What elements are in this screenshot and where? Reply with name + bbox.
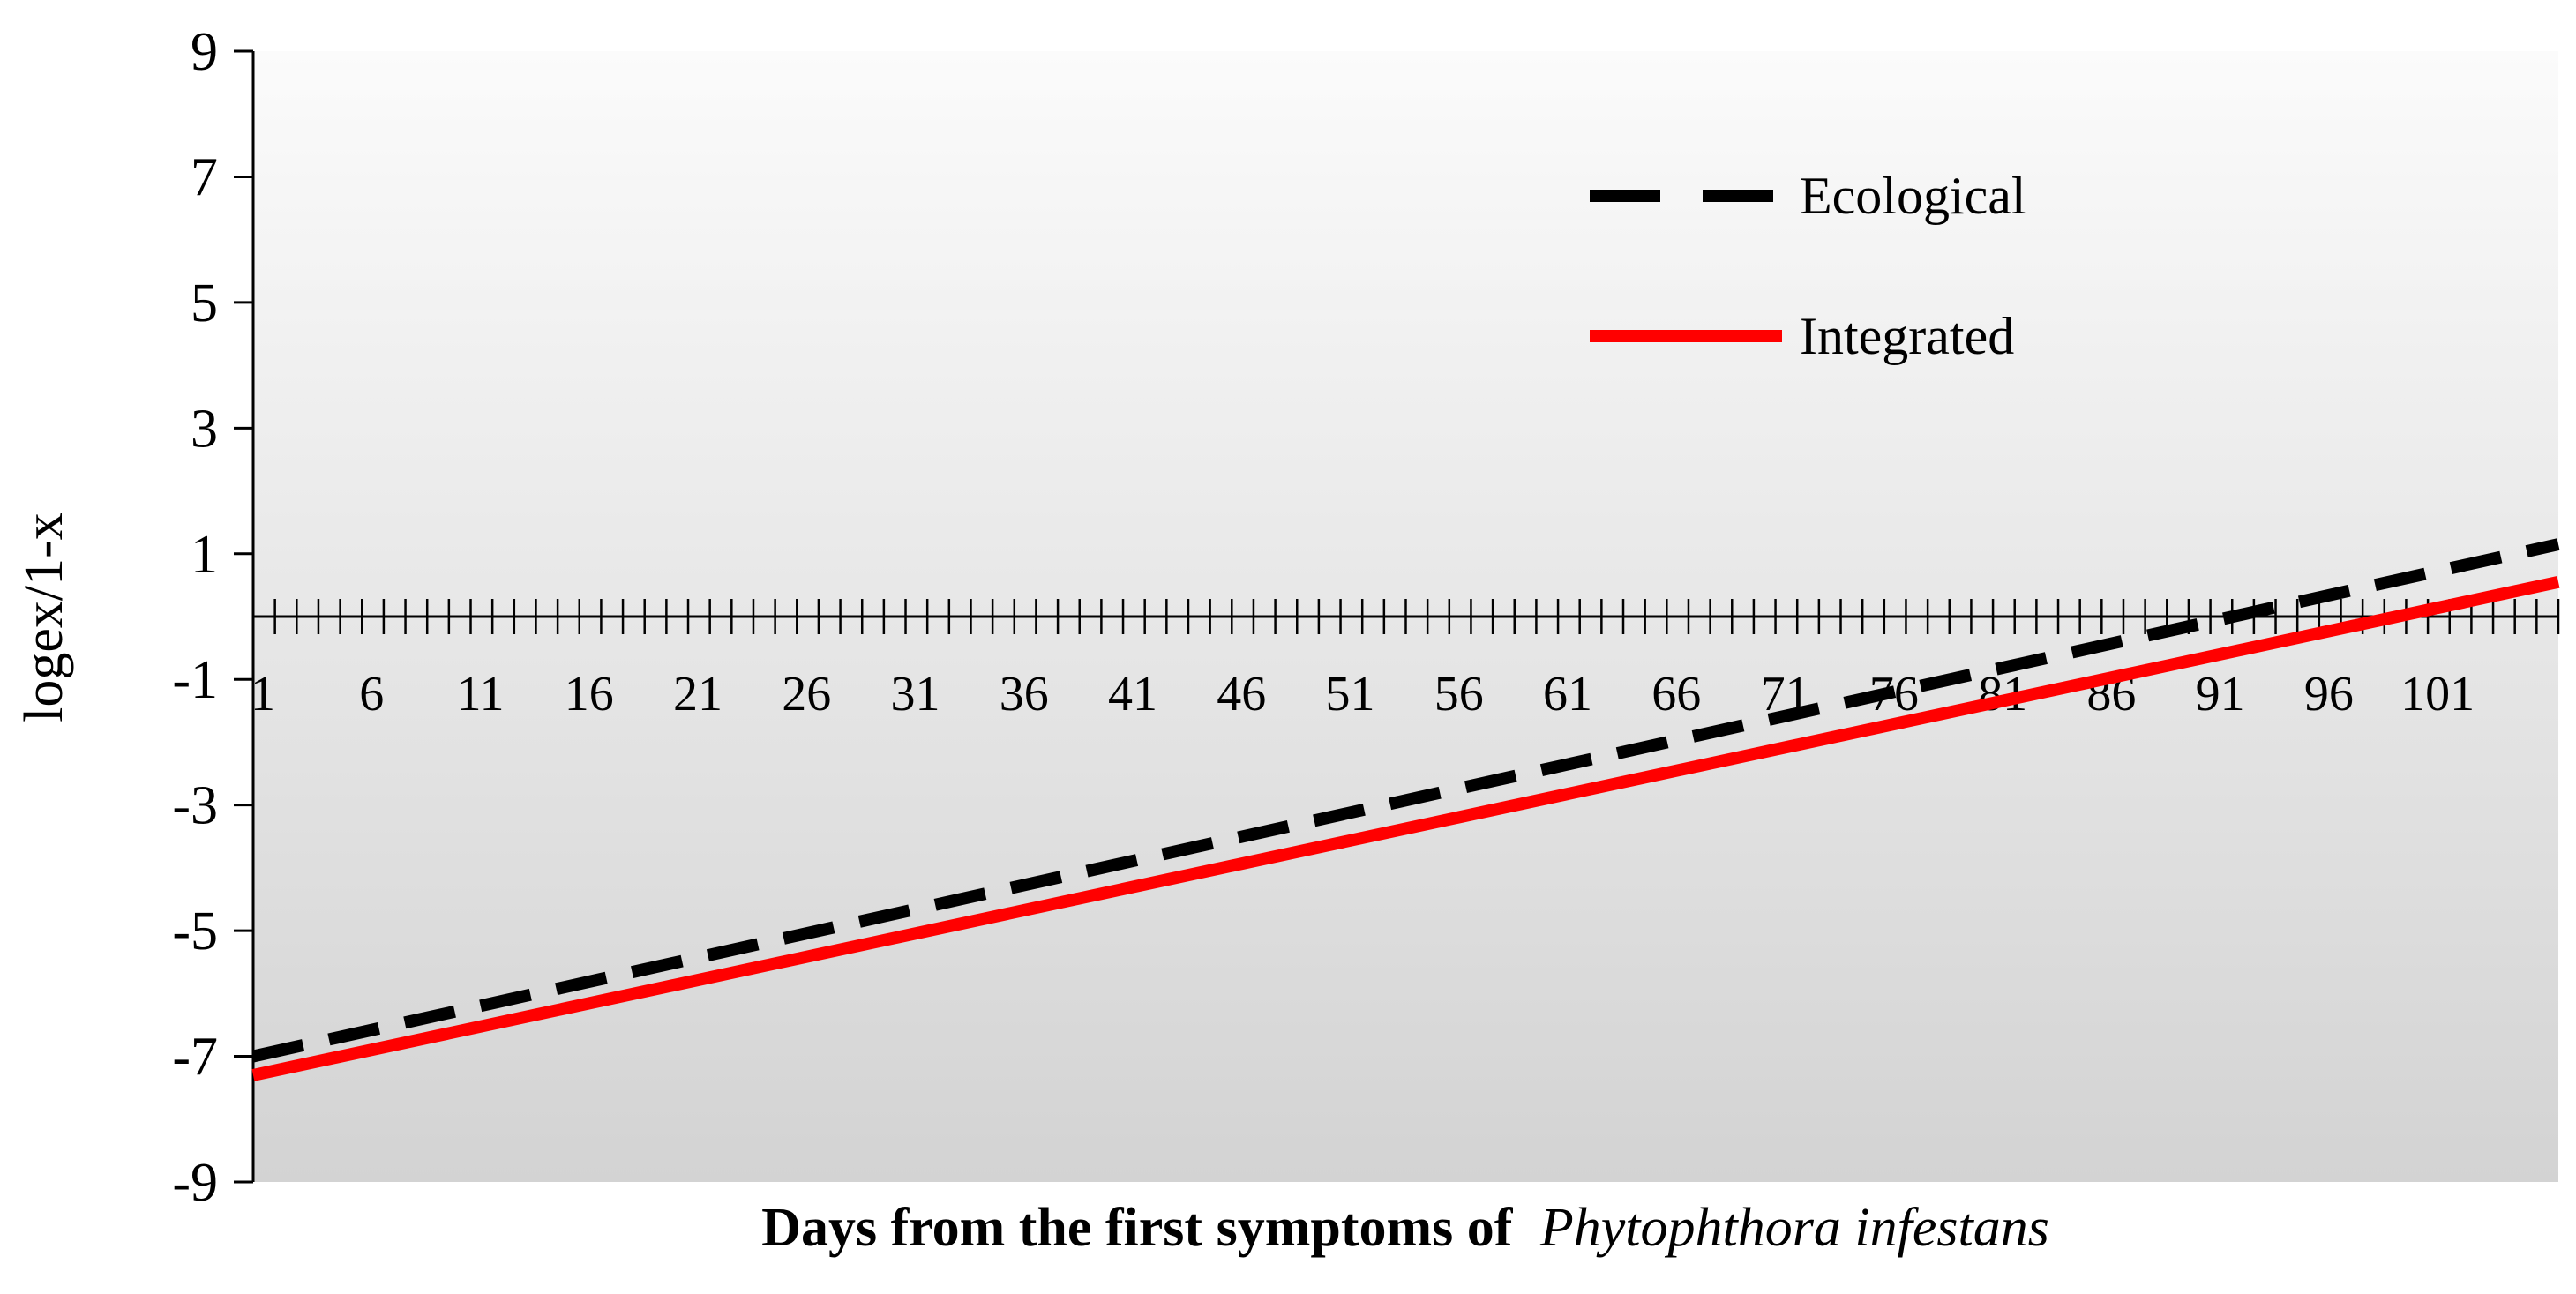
y-tick-label: 5 (191, 273, 218, 333)
x-axis-title-main: Days from the first symptoms of (761, 1198, 1514, 1258)
x-tick-label: 56 (1434, 667, 1484, 722)
y-tick-label: 7 (191, 147, 218, 207)
x-tick-label: 51 (1326, 667, 1375, 722)
y-axis: 9 7 5 3 1 -1 -3 -5 -7 -9 (172, 22, 255, 1213)
legend-label-integrated: Integrated (1800, 307, 2014, 365)
y-tick-label: -1 (172, 650, 218, 710)
y-axis-title: logex/1-x (14, 512, 74, 722)
y-tick-label: -5 (172, 901, 218, 961)
x-tick-label: 66 (1651, 667, 1701, 722)
y-tick-label: 3 (191, 399, 218, 459)
x-tick-label: 31 (891, 667, 940, 722)
x-tick-label: 96 (2304, 667, 2354, 722)
series-layer (251, 538, 2560, 1081)
y-tick-label: -3 (172, 776, 218, 836)
x-tick-label: 41 (1108, 667, 1157, 722)
y-tick-label: -7 (172, 1028, 218, 1088)
x-axis-title-italic: Phytophthora infestans (1539, 1198, 2049, 1258)
x-tick-label: 1 (251, 667, 275, 722)
legend-label-ecological: Ecological (1800, 167, 2026, 225)
x-tick-label: 36 (1000, 667, 1049, 722)
x-tick-label: 6 (359, 667, 384, 722)
legend: Ecological Integrated (1590, 167, 2026, 365)
x-tick-label: 11 (457, 667, 505, 722)
x-tick-label: 91 (2196, 667, 2245, 722)
x-tick-label: 26 (782, 667, 831, 722)
x-tick-label: 61 (1543, 667, 1592, 722)
x-tick-label: 21 (673, 667, 723, 722)
x-tick-label: 101 (2400, 667, 2475, 722)
series-line-integrated (251, 575, 2560, 1081)
x-axis-title: Days from the first symptoms of Phytopht… (761, 1198, 2049, 1258)
y-tick-label: -9 (172, 1153, 218, 1213)
x-tick-label: 16 (565, 667, 614, 722)
y-tick-label: 9 (191, 22, 218, 82)
series-line-ecological (251, 538, 2560, 1063)
x-axis: 1 6 11 16 21 26 31 36 41 46 51 56 61 66 71 76 81 86 91 96 10… (251, 599, 2560, 722)
x-tick-label: 46 (1217, 667, 1266, 722)
y-tick-label: 1 (191, 525, 218, 585)
